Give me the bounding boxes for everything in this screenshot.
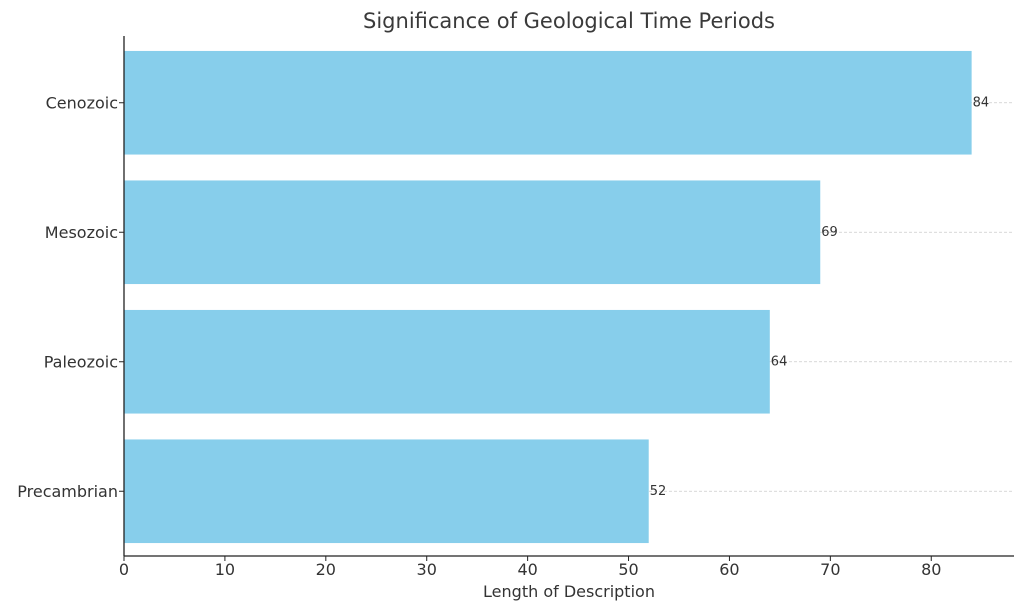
bar-cenozoic: [124, 50, 972, 155]
category-label-paleozoic: Paleozoic: [44, 352, 118, 371]
bars-group: [124, 50, 972, 544]
bar-precambrian: [124, 439, 649, 544]
grid-layer: [124, 102, 1014, 492]
x-axis-label: Length of Description: [483, 582, 655, 601]
data-label-mesozoic: 69: [821, 225, 838, 240]
x-tick-label: 40: [517, 560, 537, 579]
category-label-precambrian: Precambrian: [17, 482, 118, 501]
data-labels-group: 52 64 69 84: [650, 95, 989, 499]
x-tick-label: 60: [719, 560, 739, 579]
x-tick-label: 20: [316, 560, 336, 579]
x-tick-label: 10: [215, 560, 235, 579]
category-label-mesozoic: Mesozoic: [45, 223, 118, 242]
x-tick-label: 30: [417, 560, 437, 579]
data-label-paleozoic: 64: [771, 354, 788, 369]
bar-mesozoic: [124, 180, 821, 285]
category-labels-group: Precambrian Paleozoic Mesozoic Cenozoic: [17, 93, 124, 501]
bar-paleozoic: [124, 309, 770, 414]
data-label-cenozoic: 84: [973, 95, 990, 110]
data-label-precambrian: 52: [650, 484, 667, 499]
x-tick-label: 80: [921, 560, 941, 579]
x-tick-label: 0: [119, 560, 129, 579]
x-tick-label: 70: [820, 560, 840, 579]
chart-title: Significance of Geological Time Periods: [363, 9, 775, 33]
category-label-cenozoic: Cenozoic: [46, 93, 118, 112]
x-ticks-group: 0 10 20 30 40 50 60 70 80: [119, 556, 941, 579]
x-tick-label: 50: [618, 560, 638, 579]
